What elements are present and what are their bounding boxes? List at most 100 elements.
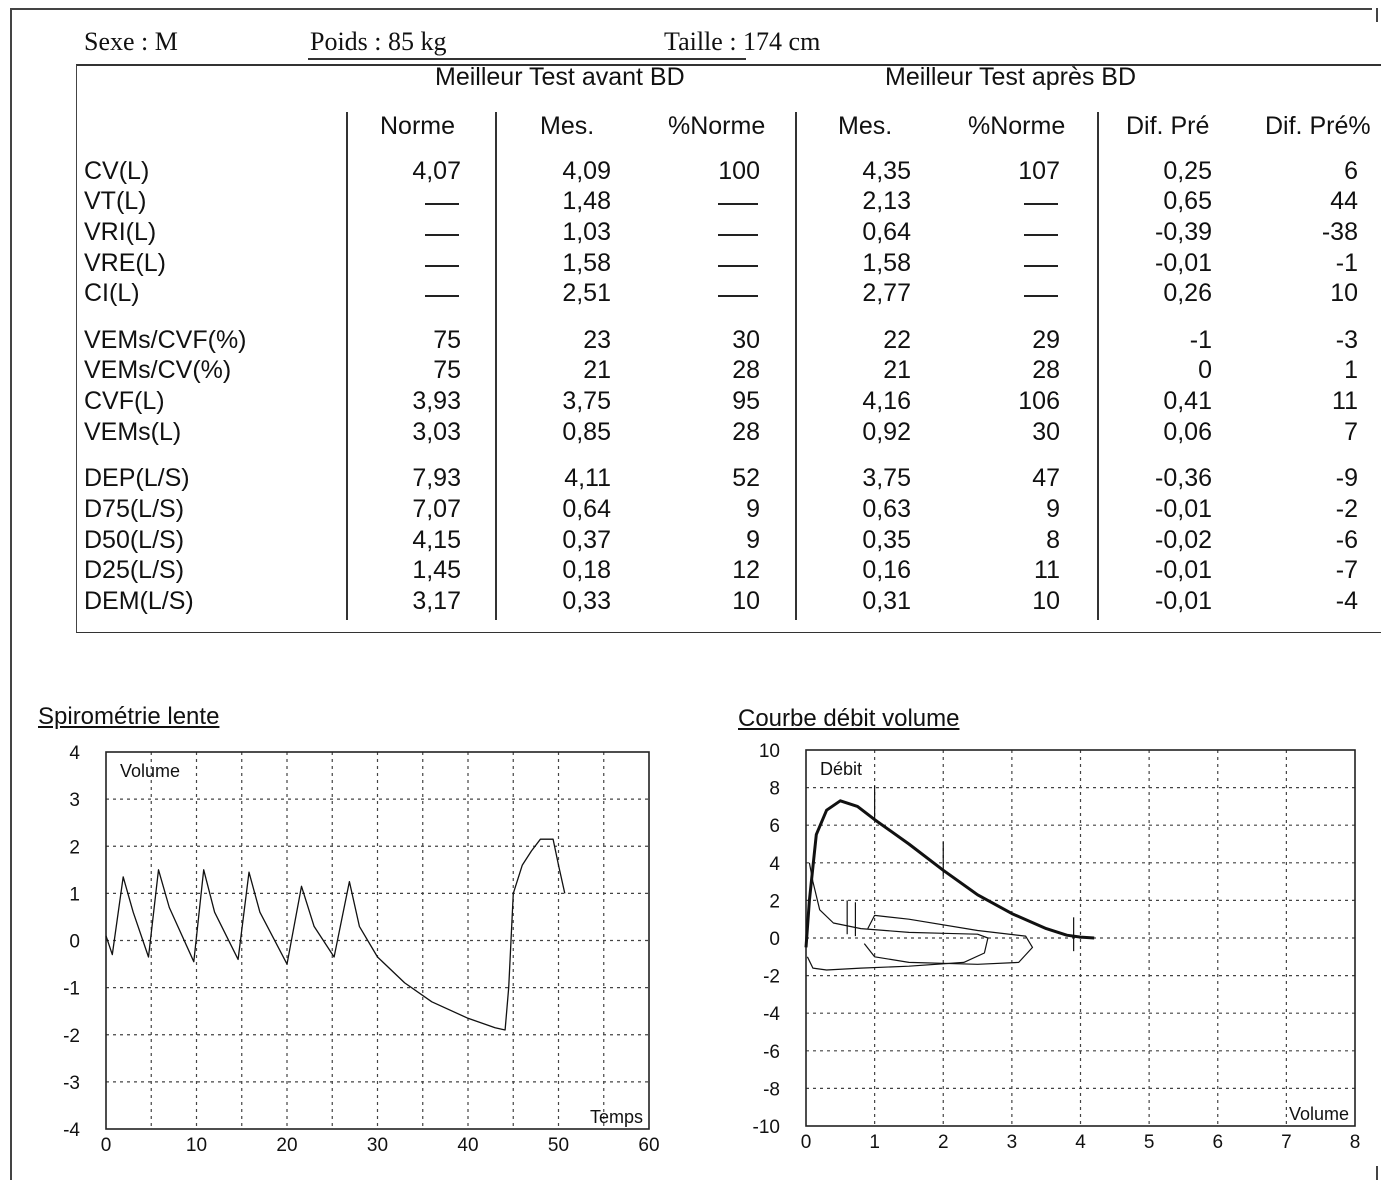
y-tick-label: -3 xyxy=(63,1073,80,1094)
table-cell-dif-pre-pct: -6 xyxy=(1335,526,1358,554)
column-divider xyxy=(1097,112,1099,620)
x-tick-label: 60 xyxy=(638,1135,659,1156)
table-cell-norme: 75 xyxy=(433,356,461,384)
x-tick-label: 50 xyxy=(548,1135,569,1156)
table-cell-dif-pre: 0,06 xyxy=(1163,418,1212,446)
patient-height: Taille : 174 cm xyxy=(664,27,821,56)
y-tick-label: 0 xyxy=(769,929,780,950)
table-cell-mes-apres: 2,13 xyxy=(862,187,911,215)
table-cell-empty-dash xyxy=(718,265,758,267)
table-cell-empty-dash xyxy=(425,295,459,297)
table-cell-dif-pre-pct: 6 xyxy=(1344,157,1358,185)
column-header-dif-pre-pct: Dif. Pré% xyxy=(1265,112,1371,140)
table-cell-dif-pre-pct: 10 xyxy=(1330,279,1358,307)
table-cell-dif-pre: 0 xyxy=(1198,356,1212,384)
table-cell-dif-pre: -0,39 xyxy=(1155,218,1212,246)
row-label: D50(L/S) xyxy=(84,526,185,554)
table-cell-dif-pre-pct: -3 xyxy=(1335,326,1358,354)
table-cell-norme: 3,93 xyxy=(412,387,461,415)
y-tick-label: 4 xyxy=(769,854,780,875)
y-tick-label: 10 xyxy=(759,741,780,762)
column-divider xyxy=(495,112,497,620)
table-cell-pct-norme-avant: 30 xyxy=(732,326,760,354)
row-label: VT(L) xyxy=(84,187,147,215)
table-cell-mes-apres: 1,58 xyxy=(862,249,911,277)
y-tick-label: 4 xyxy=(69,743,80,764)
table-cell-pct-norme-apres: 8 xyxy=(1046,526,1060,554)
chart-title-spirometrie: Spirométrie lente xyxy=(38,703,220,730)
y-tick-label: -10 xyxy=(753,1117,780,1138)
header-underline xyxy=(308,58,746,60)
table-cell-pct-norme-apres: 29 xyxy=(1032,326,1060,354)
column-header-norme: Norme xyxy=(380,112,456,140)
table-cell-pct-norme-apres: 28 xyxy=(1032,356,1060,384)
row-label: VEMs(L) xyxy=(84,418,182,446)
y-tick-label: -2 xyxy=(63,1026,80,1047)
table-cell-dif-pre: 0,65 xyxy=(1163,187,1212,215)
table-cell-mes-avant: 1,58 xyxy=(562,249,611,277)
row-label: VEMs/CVF(%) xyxy=(84,326,247,354)
frame-border-left xyxy=(10,8,12,1180)
row-label: VEMs/CV(%) xyxy=(84,356,232,384)
table-cell-dif-pre-pct: 1 xyxy=(1344,356,1358,384)
table-cell-pct-norme-avant: 9 xyxy=(746,526,760,554)
table-cell-pct-norme-apres: 30 xyxy=(1032,418,1060,446)
table-cell-norme: 1,45 xyxy=(412,556,461,584)
table-cell-mes-avant: 1,03 xyxy=(562,218,611,246)
table-cell-dif-pre: 0,26 xyxy=(1163,279,1212,307)
table-cell-mes-apres: 0,92 xyxy=(862,418,911,446)
row-label: D75(L/S) xyxy=(84,495,185,523)
x-axis-label: Temps xyxy=(590,1107,643,1127)
table-cell-dif-pre-pct: 7 xyxy=(1344,418,1358,446)
table-cell-pct-norme-apres: 11 xyxy=(1034,556,1060,584)
row-label: CVF(L) xyxy=(84,387,165,415)
y-tick-label: 8 xyxy=(769,779,780,800)
row-label: DEM(L/S) xyxy=(84,587,194,615)
row-label: CV(L) xyxy=(84,157,150,185)
y-tick-label: 2 xyxy=(69,837,80,858)
column-header-dif-pre: Dif. Pré xyxy=(1126,112,1210,140)
table-cell-mes-apres: 4,35 xyxy=(862,157,911,185)
x-tick-label: 7 xyxy=(1281,1132,1292,1153)
y-tick-label: 0 xyxy=(69,932,80,953)
table-cell-empty-dash xyxy=(425,234,459,236)
x-tick-label: 4 xyxy=(1075,1132,1086,1153)
table-cell-pct-norme-apres: 106 xyxy=(1018,387,1060,415)
chart-title-debit-volume: Courbe débit volume xyxy=(738,705,960,732)
y-tick-label: -8 xyxy=(763,1079,780,1100)
table-cell-dif-pre: -1 xyxy=(1189,326,1212,354)
table-cell-dif-pre: 0,41 xyxy=(1163,387,1212,415)
table-cell-dif-pre: -0,36 xyxy=(1155,464,1212,492)
x-tick-label: 8 xyxy=(1350,1132,1361,1153)
y-tick-label: -4 xyxy=(63,1120,80,1141)
table-cell-mes-apres: 3,75 xyxy=(862,464,911,492)
table-cell-dif-pre: -0,02 xyxy=(1155,526,1212,554)
table-cell-dif-pre-pct: 44 xyxy=(1330,187,1358,215)
table-cell-empty-dash xyxy=(425,203,459,205)
table-cell-mes-avant: 1,48 xyxy=(562,187,611,215)
group-header-before-bd: Meilleur Test avant BD xyxy=(435,63,685,91)
table-cell-dif-pre-pct: -4 xyxy=(1335,587,1358,615)
series-line-1 xyxy=(806,862,989,971)
x-tick-label: 0 xyxy=(101,1135,112,1156)
x-tick-label: 6 xyxy=(1212,1132,1223,1153)
table-cell-norme: 7,93 xyxy=(412,464,461,492)
table-cell-dif-pre-pct: -2 xyxy=(1335,495,1358,523)
x-tick-label: 30 xyxy=(367,1135,388,1156)
table-cell-empty-dash xyxy=(1024,295,1058,297)
plot-frame xyxy=(105,751,650,1130)
table-cell-dif-pre-pct: -1 xyxy=(1335,249,1358,277)
row-label: VRE(L) xyxy=(84,249,166,277)
table-cell-pct-norme-apres: 9 xyxy=(1046,495,1060,523)
row-label: D25(L/S) xyxy=(84,556,185,584)
x-tick-label: 2 xyxy=(938,1132,949,1153)
table-cell-dif-pre: -0,01 xyxy=(1155,495,1212,523)
x-tick-label: 3 xyxy=(1007,1132,1018,1153)
table-cell-empty-dash xyxy=(1024,265,1058,267)
frame-border-top xyxy=(10,8,1372,10)
table-cell-empty-dash xyxy=(425,265,459,267)
frame-corner-mark xyxy=(1376,1166,1378,1180)
group-header-after-bd: Meilleur Test après BD xyxy=(885,63,1137,91)
table-cell-pct-norme-avant: 10 xyxy=(732,587,760,615)
